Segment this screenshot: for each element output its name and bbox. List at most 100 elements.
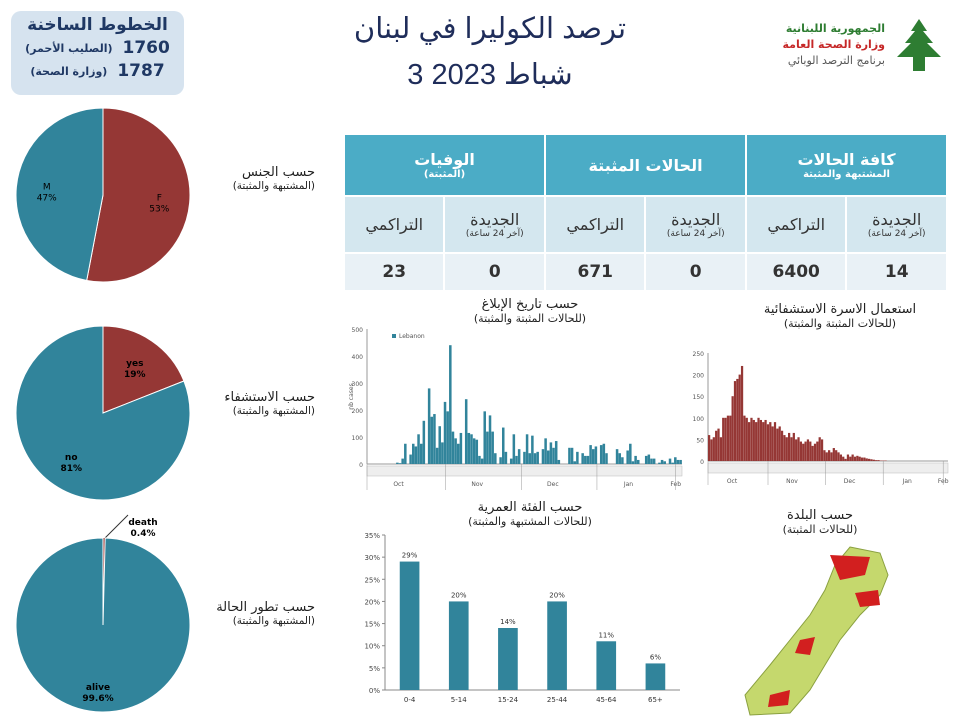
bar bbox=[762, 422, 765, 461]
date-axis-band bbox=[707, 462, 949, 474]
bar bbox=[509, 458, 513, 464]
y-tick-label: 100 bbox=[693, 416, 705, 423]
hosp-label: حسب الاستشفاء (المشتبهة والمثبتة) bbox=[185, 390, 315, 417]
bar bbox=[795, 439, 798, 461]
bar bbox=[776, 428, 779, 461]
pie-label: no bbox=[65, 453, 78, 463]
bar bbox=[449, 345, 452, 464]
bar bbox=[470, 434, 473, 464]
y-tick-label: 35% bbox=[364, 532, 380, 540]
pie-value: 81% bbox=[60, 464, 82, 474]
bar bbox=[875, 460, 878, 461]
y-tick-label: 200 bbox=[693, 373, 705, 380]
col-label: الجديدة bbox=[872, 210, 922, 229]
y-tick-label: 0 bbox=[359, 462, 363, 469]
bar bbox=[499, 457, 502, 464]
col-label: الجديدة bbox=[470, 210, 520, 229]
summary-table: كافة الحالات المشتبهة والمثبتة الحالات ال… bbox=[342, 133, 948, 292]
bar bbox=[658, 462, 661, 464]
bar bbox=[547, 450, 550, 464]
bar bbox=[717, 428, 720, 461]
bar bbox=[856, 455, 859, 461]
section-title: حسب الاستشفاء bbox=[224, 390, 315, 405]
bar bbox=[853, 456, 857, 461]
bar bbox=[671, 462, 674, 464]
bar bbox=[634, 455, 637, 464]
bar bbox=[712, 437, 715, 461]
y-tick-label: 300 bbox=[352, 381, 364, 388]
bar bbox=[414, 446, 418, 464]
bar bbox=[790, 437, 793, 461]
bar bbox=[816, 441, 819, 461]
col-cum: التراكمي bbox=[342, 195, 446, 254]
bar bbox=[748, 422, 751, 461]
bar bbox=[799, 441, 802, 461]
y-tick-label: 250 bbox=[693, 351, 705, 358]
bar bbox=[422, 420, 426, 464]
bar bbox=[491, 431, 494, 464]
bar bbox=[512, 434, 516, 464]
bar bbox=[398, 463, 402, 464]
pie-label: alive bbox=[86, 683, 110, 693]
bar bbox=[842, 456, 845, 461]
bar bbox=[557, 459, 561, 464]
bar bbox=[806, 439, 810, 461]
bar bbox=[811, 445, 814, 461]
bar bbox=[533, 453, 537, 464]
col-new: الجديدة (آخر 24 ساعة) bbox=[644, 195, 748, 254]
x-tick-label: 65+ bbox=[648, 696, 663, 704]
bar bbox=[676, 459, 680, 464]
bar bbox=[663, 461, 666, 464]
bar bbox=[504, 451, 508, 464]
hotline-label: (الصليب الأحمر) bbox=[25, 41, 113, 55]
pie-value: 0.4% bbox=[131, 529, 156, 539]
bar bbox=[738, 374, 741, 461]
outcome-label: حسب تطور الحالة (المشتبهة والمثبتة) bbox=[180, 600, 315, 627]
bar bbox=[865, 458, 868, 461]
bar bbox=[733, 381, 737, 461]
section-sub: (للحالات المثبتة) bbox=[782, 523, 858, 536]
bar bbox=[750, 417, 753, 461]
bar bbox=[570, 447, 574, 464]
section-sub: (للحالات المشتبهة والمثبتة) bbox=[468, 515, 592, 528]
y-tick-label: 150 bbox=[693, 394, 705, 401]
bar bbox=[618, 453, 621, 464]
value-cell: 14 bbox=[845, 252, 948, 292]
bar bbox=[515, 455, 518, 464]
y-tick-label: 10% bbox=[364, 643, 380, 651]
bar bbox=[404, 443, 407, 464]
logo-line: برنامج الترصد الوبائي bbox=[787, 54, 885, 67]
group-title: كافة الحالات bbox=[797, 150, 896, 169]
bar bbox=[668, 458, 672, 464]
legend-swatch bbox=[392, 334, 396, 338]
bar bbox=[647, 454, 651, 464]
bar bbox=[818, 437, 821, 461]
bar bbox=[828, 450, 831, 461]
bar bbox=[825, 452, 828, 461]
bar bbox=[554, 441, 558, 464]
bar bbox=[494, 453, 497, 464]
bar bbox=[584, 455, 587, 464]
section-title: حسب تاريخ الإبلاغ bbox=[481, 297, 579, 312]
bar bbox=[596, 641, 617, 690]
bar bbox=[832, 448, 835, 461]
bar bbox=[745, 417, 748, 461]
pie-slice-M bbox=[15, 107, 104, 282]
month-label: Oct bbox=[727, 478, 738, 485]
bar bbox=[830, 452, 833, 461]
y-tick-label: 30% bbox=[364, 554, 380, 562]
bar bbox=[736, 378, 739, 461]
y-tick-label: 15% bbox=[364, 621, 380, 629]
x-tick-label: 5-14 bbox=[451, 696, 467, 704]
sex-label: حسب الجنس (المشتبهة والمثبتة) bbox=[185, 165, 315, 192]
bar bbox=[679, 459, 682, 464]
bar bbox=[475, 439, 479, 464]
bar bbox=[844, 458, 847, 461]
bar bbox=[804, 441, 807, 461]
bar bbox=[586, 455, 590, 464]
bar bbox=[809, 441, 812, 461]
bar bbox=[820, 439, 824, 461]
bar bbox=[860, 457, 864, 461]
